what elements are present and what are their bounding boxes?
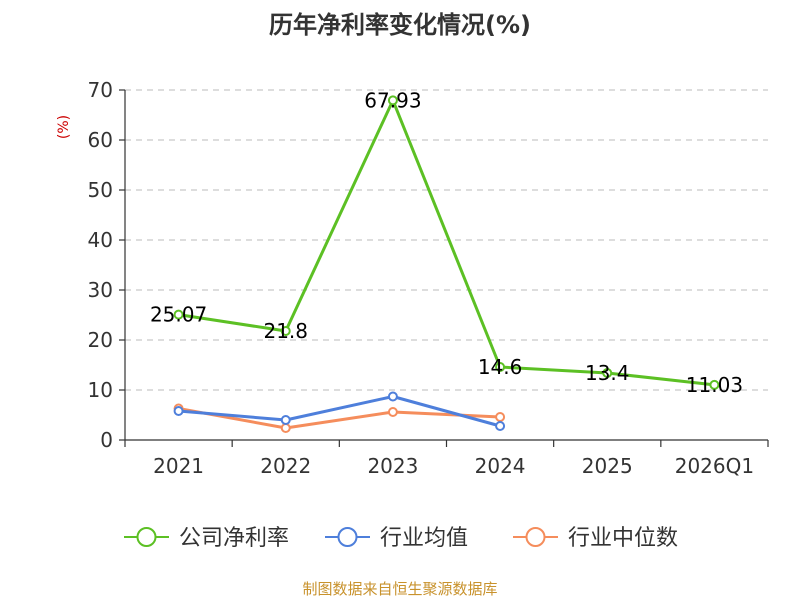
y-tick-label: 30	[88, 278, 113, 302]
data-label: 25.07	[150, 303, 207, 327]
data-point	[387, 391, 398, 402]
data-point	[602, 368, 613, 378]
data-point	[280, 423, 291, 433]
series-line	[178, 407, 501, 430]
legend-label: 行业中位数	[568, 526, 678, 551]
data-label: 14.6	[478, 355, 523, 379]
series	[173, 95, 720, 433]
x-tick-label: 2023	[367, 454, 418, 478]
y-axis-label: (%)	[56, 115, 72, 139]
chart-title: 历年净利率变化情况(%)	[269, 11, 531, 39]
series-0	[173, 95, 720, 390]
data-point	[495, 412, 506, 422]
grid	[125, 89, 768, 391]
legend-item-0: 公司净利率	[124, 526, 289, 551]
data-point	[280, 326, 291, 336]
data-label: 21.8	[263, 319, 308, 343]
data-labels: 25.07 21.8 67.93 14.6 13.4 11.03	[150, 88, 743, 397]
y-tick-label: 40	[88, 228, 113, 252]
data-point	[173, 309, 184, 320]
data-point	[495, 421, 506, 431]
data-point	[280, 415, 291, 425]
y-tick-label: 50	[88, 178, 113, 202]
series-line	[178, 395, 501, 428]
y-tick-label: 60	[88, 128, 113, 152]
y-tick-label: 70	[88, 78, 113, 102]
x-tick-label: 2022	[260, 454, 311, 478]
legend-marker	[525, 527, 546, 547]
legend-item-1: 行业均值	[325, 526, 468, 551]
source-note: 制图数据来自恒生聚源数据库	[302, 580, 497, 598]
data-point	[387, 407, 398, 417]
legend-item-2: 行业中位数	[513, 526, 678, 551]
data-point	[173, 406, 184, 416]
x-tick-label: 2025	[582, 454, 633, 478]
axes: 0 10 20 30 40 50 60 70 2021 2022 2023 2024 2025 2026Q…	[88, 78, 769, 478]
legend: 公司净利率 行业均值 行业中位数	[124, 526, 678, 551]
y-tick-label: 0	[100, 428, 113, 452]
data-point	[387, 95, 398, 106]
series-line	[178, 98, 715, 387]
y-tick-label: 10	[88, 378, 113, 402]
data-point	[709, 379, 720, 390]
legend-marker	[136, 527, 157, 547]
y-tick-label: 20	[88, 328, 113, 352]
data-point	[495, 362, 506, 372]
series-1	[173, 391, 506, 431]
legend-marker	[337, 527, 358, 547]
x-tick-label: 2024	[475, 454, 526, 478]
data-label: 11.03	[686, 373, 743, 397]
x-tick-label: 2026Q1	[675, 454, 754, 478]
data-label: 13.4	[585, 361, 630, 385]
legend-label: 公司净利率	[179, 526, 289, 551]
data-label: 67.93	[364, 88, 421, 112]
legend-label: 行业均值	[380, 526, 468, 551]
x-tick-label: 2021	[153, 454, 204, 478]
